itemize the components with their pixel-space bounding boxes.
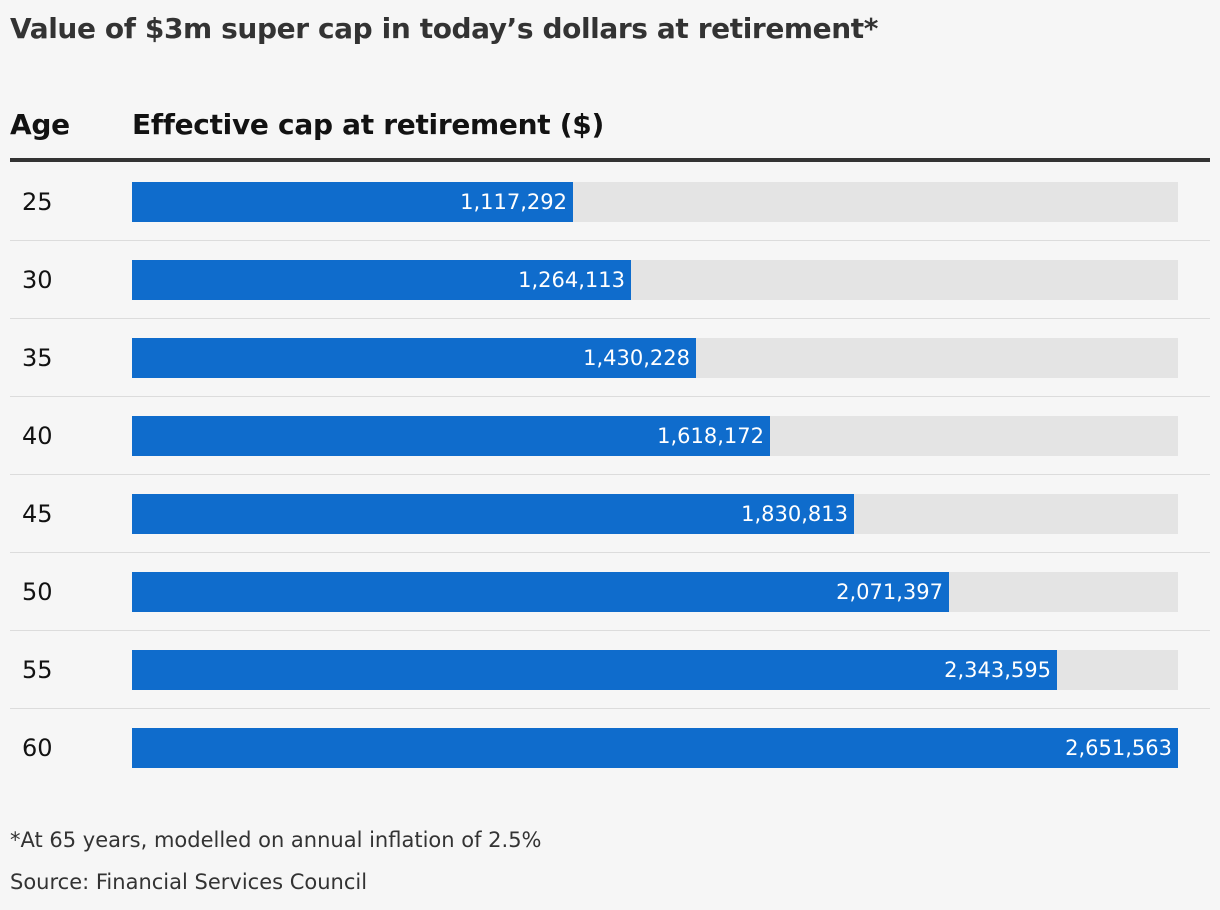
row-divider — [10, 396, 1210, 397]
age-label-45: 45 — [22, 500, 53, 528]
bar-25 — [132, 182, 573, 222]
bar-35 — [132, 338, 696, 378]
age-column-header: Age — [10, 108, 70, 141]
source-note: Source: Financial Services Council — [10, 870, 368, 894]
row-divider — [10, 318, 1210, 319]
bar-value-label-60: 2,651,563 — [1065, 736, 1172, 760]
bar-track-60: 2,651,563 — [132, 728, 1178, 768]
bar-track-30: 1,264,113 — [132, 260, 1178, 300]
bar-track-45: 1,830,813 — [132, 494, 1178, 534]
bar-value-label-35: 1,430,228 — [583, 346, 690, 370]
row-divider — [10, 474, 1210, 475]
bar-value-label-55: 2,343,595 — [944, 658, 1051, 682]
bar-track-25: 1,117,292 — [132, 182, 1178, 222]
bar-track-40: 1,618,172 — [132, 416, 1178, 456]
bar-value-label-45: 1,830,813 — [741, 502, 848, 526]
row-divider — [10, 708, 1210, 709]
bar-value-label-30: 1,264,113 — [518, 268, 625, 292]
bar-track-55: 2,343,595 — [132, 650, 1178, 690]
age-label-25: 25 — [22, 188, 53, 216]
footnote: *At 65 years, modelled on annual inflati… — [10, 828, 542, 852]
age-label-35: 35 — [22, 344, 53, 372]
bar-30 — [132, 260, 631, 300]
bar-55 — [132, 650, 1057, 690]
age-label-50: 50 — [22, 578, 53, 606]
row-divider — [10, 240, 1210, 241]
bar-60 — [132, 728, 1178, 768]
row-divider — [10, 630, 1210, 631]
bar-track-50: 2,071,397 — [132, 572, 1178, 612]
bar-track-35: 1,430,228 — [132, 338, 1178, 378]
chart-title: Value of $3m super cap in today’s dollar… — [10, 12, 879, 45]
bar-45 — [132, 494, 854, 534]
age-label-55: 55 — [22, 656, 53, 684]
value-column-header: Effective cap at retirement ($) — [132, 108, 604, 141]
age-label-30: 30 — [22, 266, 53, 294]
bar-40 — [132, 416, 770, 456]
age-label-40: 40 — [22, 422, 53, 450]
bar-value-label-50: 2,071,397 — [836, 580, 943, 604]
bar-50 — [132, 572, 949, 612]
header-divider — [10, 158, 1210, 162]
row-divider — [10, 552, 1210, 553]
age-label-60: 60 — [22, 734, 53, 762]
bar-value-label-40: 1,618,172 — [657, 424, 764, 448]
bar-value-label-25: 1,117,292 — [460, 190, 567, 214]
